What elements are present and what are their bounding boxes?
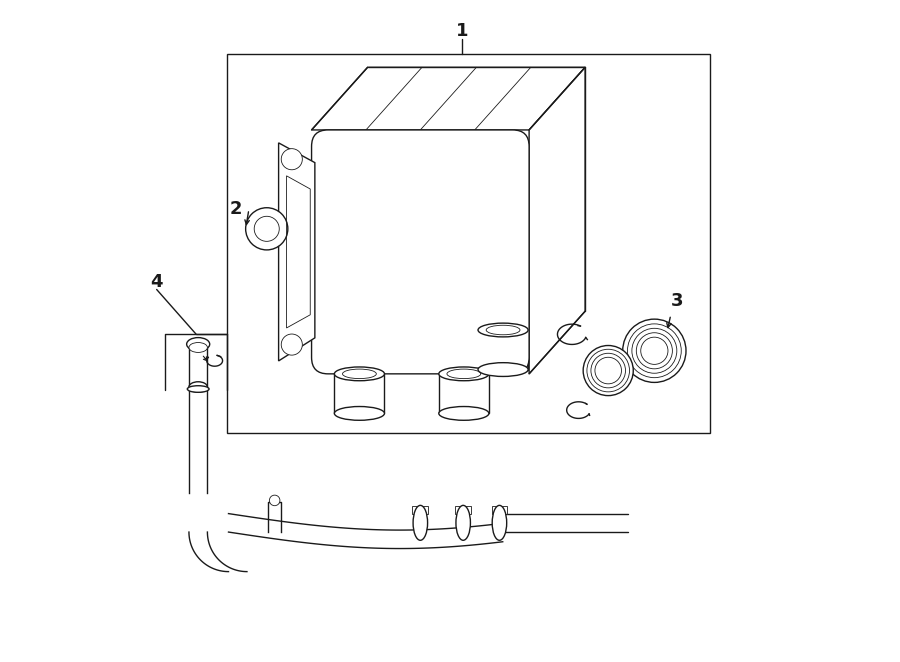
Ellipse shape [439, 367, 489, 381]
Circle shape [632, 328, 677, 373]
Ellipse shape [186, 338, 210, 351]
Bar [412, 506, 428, 514]
Ellipse shape [478, 323, 528, 337]
Circle shape [583, 346, 634, 396]
Ellipse shape [187, 386, 209, 393]
Text: 2: 2 [230, 200, 242, 218]
Ellipse shape [478, 363, 528, 377]
Bar [455, 506, 471, 514]
Ellipse shape [447, 369, 481, 379]
Bar [478, 330, 528, 369]
FancyBboxPatch shape [311, 130, 529, 374]
Circle shape [636, 333, 672, 369]
Circle shape [641, 337, 668, 364]
Bar [491, 506, 508, 514]
Circle shape [246, 208, 288, 250]
Ellipse shape [456, 505, 471, 540]
Circle shape [627, 324, 681, 378]
Bar [335, 374, 384, 413]
Polygon shape [529, 68, 585, 374]
Ellipse shape [335, 367, 384, 381]
Text: 4: 4 [150, 273, 163, 291]
Circle shape [281, 149, 302, 169]
Circle shape [623, 319, 686, 383]
Bar [227, 54, 710, 433]
Ellipse shape [439, 406, 489, 420]
Ellipse shape [189, 382, 207, 393]
Ellipse shape [189, 342, 207, 352]
Ellipse shape [343, 369, 376, 379]
Circle shape [595, 357, 622, 384]
Text: 3: 3 [671, 293, 684, 310]
Circle shape [254, 216, 279, 242]
Circle shape [269, 495, 280, 506]
Circle shape [587, 350, 629, 392]
Ellipse shape [486, 325, 520, 335]
Bar [189, 344, 207, 387]
Polygon shape [279, 143, 315, 361]
Polygon shape [311, 68, 585, 130]
Ellipse shape [413, 505, 428, 540]
Ellipse shape [335, 406, 384, 420]
Circle shape [281, 334, 302, 355]
Ellipse shape [492, 505, 507, 540]
Bar [439, 374, 489, 413]
Text: 1: 1 [455, 22, 468, 40]
Circle shape [591, 354, 626, 388]
